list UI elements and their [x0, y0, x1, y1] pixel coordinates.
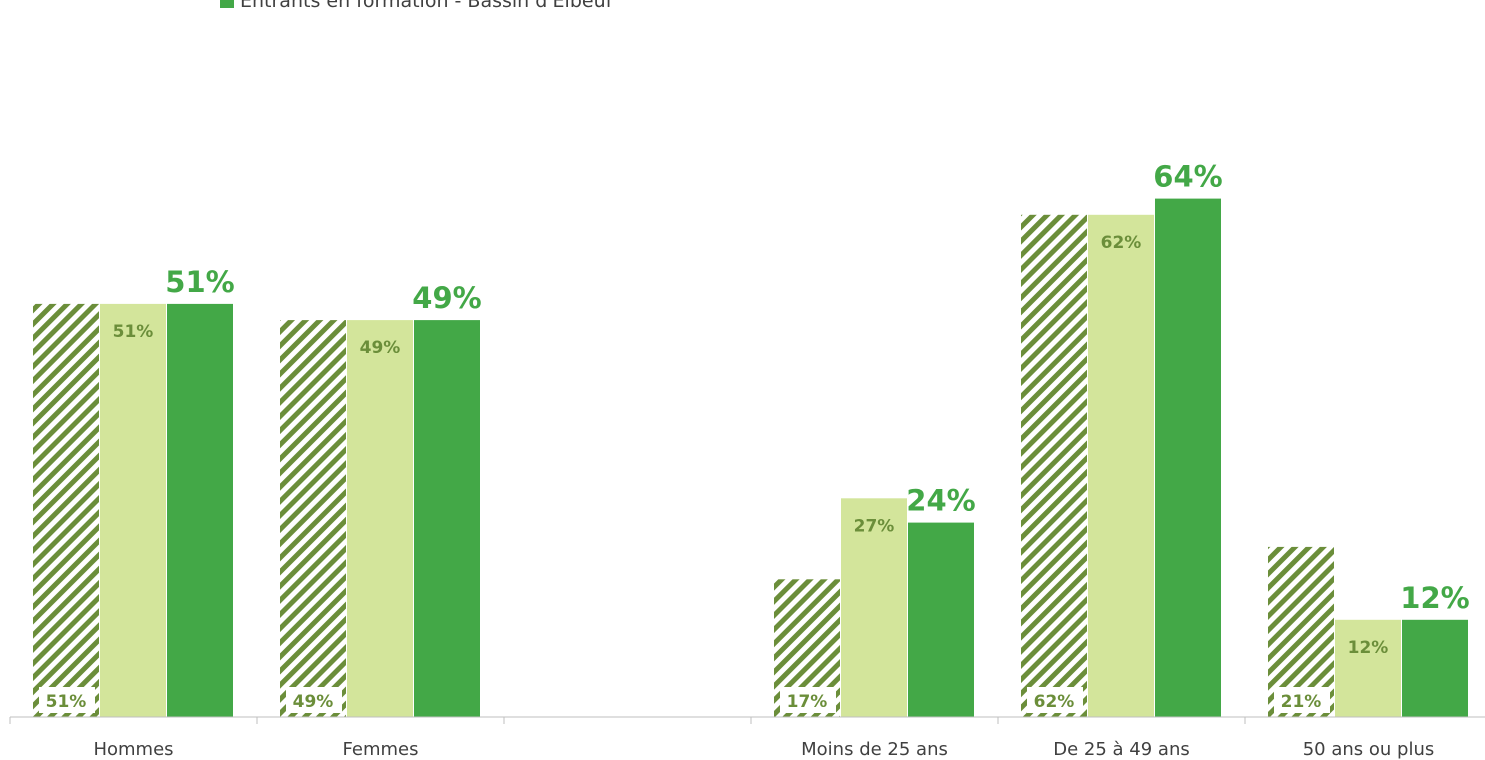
bar-dark	[167, 303, 233, 717]
hatched-label-bg	[39, 687, 95, 713]
bar-light	[841, 498, 907, 717]
hatched-label-bg	[286, 687, 342, 713]
data-label-hatched: 62%	[1034, 692, 1075, 712]
bar-light	[1088, 214, 1154, 718]
data-label-light: 62%	[1101, 233, 1142, 253]
x-tick-label: Moins de 25 ans	[801, 739, 948, 760]
data-label-dark: 12%	[1400, 581, 1469, 615]
bars-group	[33, 198, 1468, 718]
data-label-dark: 24%	[906, 484, 975, 518]
labels-group: 51% 51% 51% 49% 49% 49% 17% 27% 24% 62% 62% 64% 21% 1…	[39, 160, 1470, 713]
data-label-hatched: 51%	[46, 692, 87, 712]
data-label-light: 49%	[360, 338, 401, 358]
hatched-label-bg	[1027, 687, 1083, 713]
bar-light	[347, 320, 413, 717]
data-label-hatched: 21%	[1281, 692, 1322, 712]
bar-dark	[1402, 619, 1468, 717]
x-tick-label: De 25 à 49 ans	[1053, 739, 1189, 760]
x-tick-label: Hommes	[93, 739, 173, 760]
x-tick-label: 50 ans ou plus	[1303, 739, 1435, 760]
bar-light	[100, 303, 166, 717]
x-axis: Hommes Femmes Moins de 25 ans De 25 à 49 an…	[9, 716, 1485, 760]
hatched-label-bg	[1274, 687, 1330, 713]
bar-hatched	[1021, 214, 1087, 718]
hatched-label-bg	[780, 687, 836, 713]
legend-swatch-dark-green	[220, 0, 234, 8]
bar-dark	[414, 320, 480, 717]
bar-hatched	[280, 320, 346, 717]
data-label-dark: 64%	[1153, 160, 1222, 194]
legend: Entrants en formation - Bassin d'Elbeuf	[220, 0, 612, 12]
bar-light	[1335, 619, 1401, 717]
legend-label-entrants: Entrants en formation - Bassin d'Elbeuf	[240, 0, 613, 12]
data-label-dark: 51%	[165, 265, 234, 299]
data-label-hatched: 49%	[293, 692, 334, 712]
x-tick-label: Femmes	[343, 739, 419, 760]
bar-hatched	[33, 303, 99, 717]
data-label-hatched: 17%	[787, 692, 828, 712]
data-label-light: 12%	[1348, 638, 1389, 658]
data-label-light: 27%	[854, 516, 895, 536]
bar-dark	[908, 522, 974, 717]
data-label-light: 51%	[113, 322, 154, 342]
data-label-dark: 49%	[412, 281, 481, 315]
bar-dark	[1155, 198, 1221, 718]
